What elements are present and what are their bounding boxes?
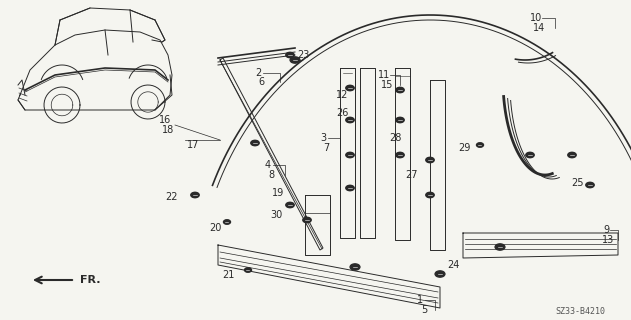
Text: 4: 4 (265, 160, 271, 170)
Text: 23: 23 (297, 50, 309, 60)
Text: 10: 10 (530, 13, 542, 23)
Text: 30: 30 (270, 210, 282, 220)
Text: FR.: FR. (80, 275, 100, 285)
Text: 11: 11 (378, 70, 390, 80)
Text: 18: 18 (162, 125, 174, 135)
Text: 14: 14 (533, 23, 545, 33)
Text: 20: 20 (209, 223, 221, 233)
Ellipse shape (346, 85, 354, 91)
Ellipse shape (346, 117, 354, 123)
Text: 28: 28 (389, 133, 401, 143)
Ellipse shape (286, 52, 294, 58)
Ellipse shape (244, 268, 252, 272)
Text: 16: 16 (159, 115, 171, 125)
Text: 8: 8 (268, 170, 274, 180)
Text: 1: 1 (417, 295, 423, 305)
Ellipse shape (495, 244, 505, 250)
Text: 21: 21 (222, 270, 234, 280)
Text: 9: 9 (603, 225, 609, 235)
Ellipse shape (303, 217, 311, 223)
Ellipse shape (396, 87, 404, 93)
Ellipse shape (346, 185, 354, 191)
Text: SZ33-B4210: SZ33-B4210 (555, 308, 605, 316)
Text: 29: 29 (458, 143, 470, 153)
Text: 19: 19 (272, 188, 284, 198)
Text: 27: 27 (406, 170, 418, 180)
Ellipse shape (568, 152, 576, 158)
Ellipse shape (346, 152, 354, 158)
Ellipse shape (396, 152, 404, 158)
Ellipse shape (191, 192, 199, 198)
Text: 26: 26 (336, 108, 348, 118)
Text: 2: 2 (255, 68, 261, 78)
Ellipse shape (435, 271, 445, 277)
Text: 3: 3 (320, 133, 326, 143)
Ellipse shape (426, 192, 434, 198)
Ellipse shape (586, 182, 594, 188)
Text: 25: 25 (572, 178, 584, 188)
Text: 13: 13 (602, 235, 614, 245)
Ellipse shape (290, 57, 300, 63)
Ellipse shape (286, 202, 294, 208)
Text: 5: 5 (421, 305, 427, 315)
Text: 17: 17 (187, 140, 199, 150)
Text: 6: 6 (258, 77, 264, 87)
Ellipse shape (426, 157, 434, 163)
Ellipse shape (223, 220, 230, 224)
Ellipse shape (251, 140, 259, 146)
Text: 24: 24 (447, 260, 459, 270)
Text: 7: 7 (323, 143, 329, 153)
Ellipse shape (476, 143, 483, 147)
Ellipse shape (350, 264, 360, 270)
Text: 15: 15 (381, 80, 393, 90)
Ellipse shape (396, 117, 404, 123)
Ellipse shape (526, 152, 534, 158)
Text: 22: 22 (166, 192, 178, 202)
Text: 12: 12 (336, 90, 348, 100)
